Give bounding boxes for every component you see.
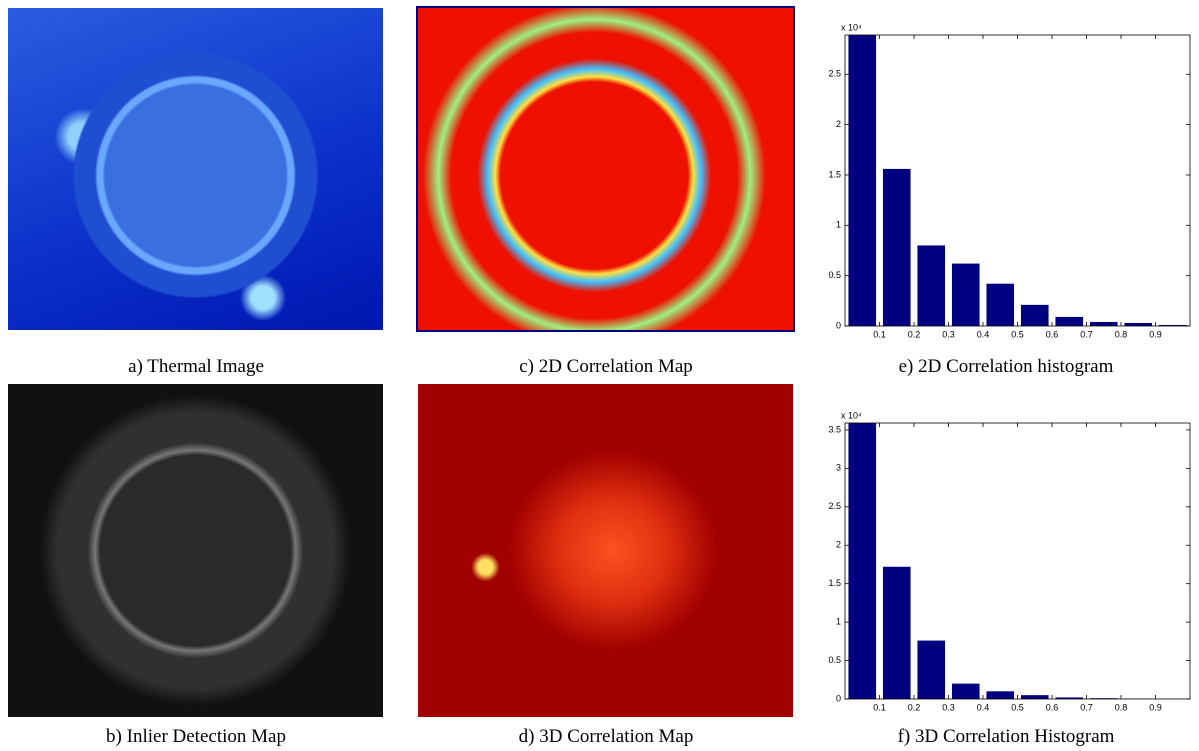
bar [848,423,876,699]
x-tick-label: 0.5 [1011,702,1024,712]
y-tick-label: 2.5 [828,501,841,511]
bar [1021,695,1049,699]
y-tick-label: 1.5 [828,169,841,179]
y-tick-label: 1 [836,220,841,230]
bar [952,264,980,326]
bar [883,169,911,326]
x-tick-label: 0.9 [1149,702,1162,712]
x-tick-label: 0.5 [1011,329,1024,339]
bar [1090,322,1118,326]
y-tick-label: 2 [836,540,841,550]
x-tick-label: 0.8 [1115,702,1128,712]
bar [1021,305,1049,326]
axis-multiplier: x 10⁴ [841,410,862,420]
y-tick-label: 2 [836,119,841,129]
bar [917,245,945,326]
x-tick-label: 0.7 [1080,702,1093,712]
bar [986,691,1014,699]
y-tick-label: 0 [836,693,841,703]
y-tick-label: 3.5 [828,424,841,434]
y-tick-label: 0 [836,320,841,330]
x-tick-label: 0.1 [873,329,886,339]
axis-multiplier: x 10⁴ [841,22,862,32]
y-tick-label: 0.5 [828,655,841,665]
bar [952,684,980,699]
y-tick-label: 0.5 [828,270,841,280]
x-tick-label: 0.3 [942,329,955,339]
x-tick-label: 0.3 [942,702,955,712]
bar [848,35,876,326]
x-tick-label: 0.9 [1149,329,1162,339]
charts: 0 0.5 1 1.5 2 2.5 0.1 0.2 0.3 0.4 0.5 0.6 0.7 0.8 0.9 x… [0,0,1199,751]
x-tick-label: 0.7 [1080,329,1093,339]
x-tick-label: 0.2 [908,702,921,712]
x-tick-label: 0.4 [977,329,990,339]
bar [917,641,945,699]
bar [986,284,1014,326]
bar [1124,323,1152,326]
bar [1055,317,1083,326]
x-tick-label: 0.6 [1046,702,1059,712]
bar [883,567,911,699]
y-tick-label: 3 [836,463,841,473]
x-tick-label: 0.1 [873,702,886,712]
y-tick-label: 1 [836,616,841,626]
x-tick-label: 0.4 [977,702,990,712]
x-tick-label: 0.2 [908,329,921,339]
y-tick-label: 1.5 [828,578,841,588]
x-tick-label: 0.6 [1046,329,1059,339]
figure: a) Thermal Image c) 2D Correlation Map b… [0,0,1199,751]
y-tick-label: 2.5 [828,69,841,79]
x-tick-label: 0.8 [1115,329,1128,339]
